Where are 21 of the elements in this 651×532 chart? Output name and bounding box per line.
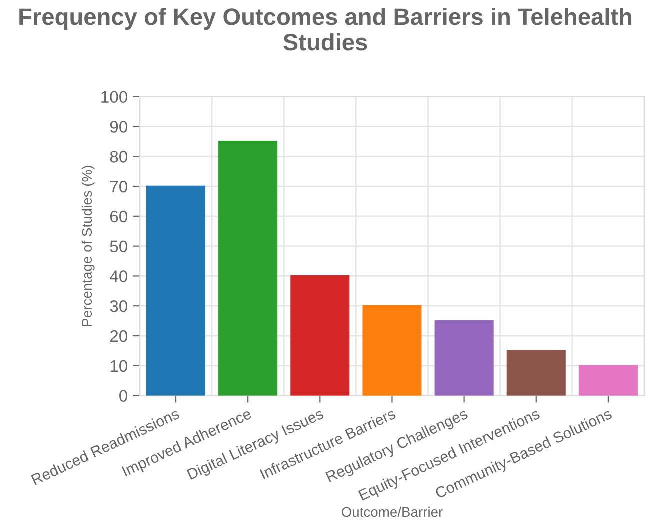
y-tick-label: 50 xyxy=(110,240,128,253)
y-tick-label: 80 xyxy=(110,151,128,163)
y-tick-label: 20 xyxy=(110,330,128,342)
y-tick-label: 60 xyxy=(110,210,128,223)
bar xyxy=(434,320,494,396)
bar xyxy=(146,186,206,396)
y-tick-label: 0 xyxy=(120,390,128,402)
y-tick-label: 30 xyxy=(110,300,128,312)
y-tick-label: 90 xyxy=(110,121,128,133)
y-axis-title: Percentage of Studies (%) xyxy=(82,166,95,326)
bar xyxy=(362,305,422,396)
y-tick-label: 70 xyxy=(110,180,128,193)
y-tick-label: 10 xyxy=(110,360,128,372)
y-tick-label: 40 xyxy=(110,270,128,282)
bar xyxy=(218,140,278,396)
y-tick-label: 100 xyxy=(102,91,128,104)
chart-title: Frequency of Key Outcomes and Barriers in Telehealth Studies xyxy=(20,8,632,51)
bar xyxy=(290,276,350,396)
bar xyxy=(506,350,566,396)
bar xyxy=(578,365,638,396)
x-axis-title: Outcome/Barrier xyxy=(342,506,443,518)
